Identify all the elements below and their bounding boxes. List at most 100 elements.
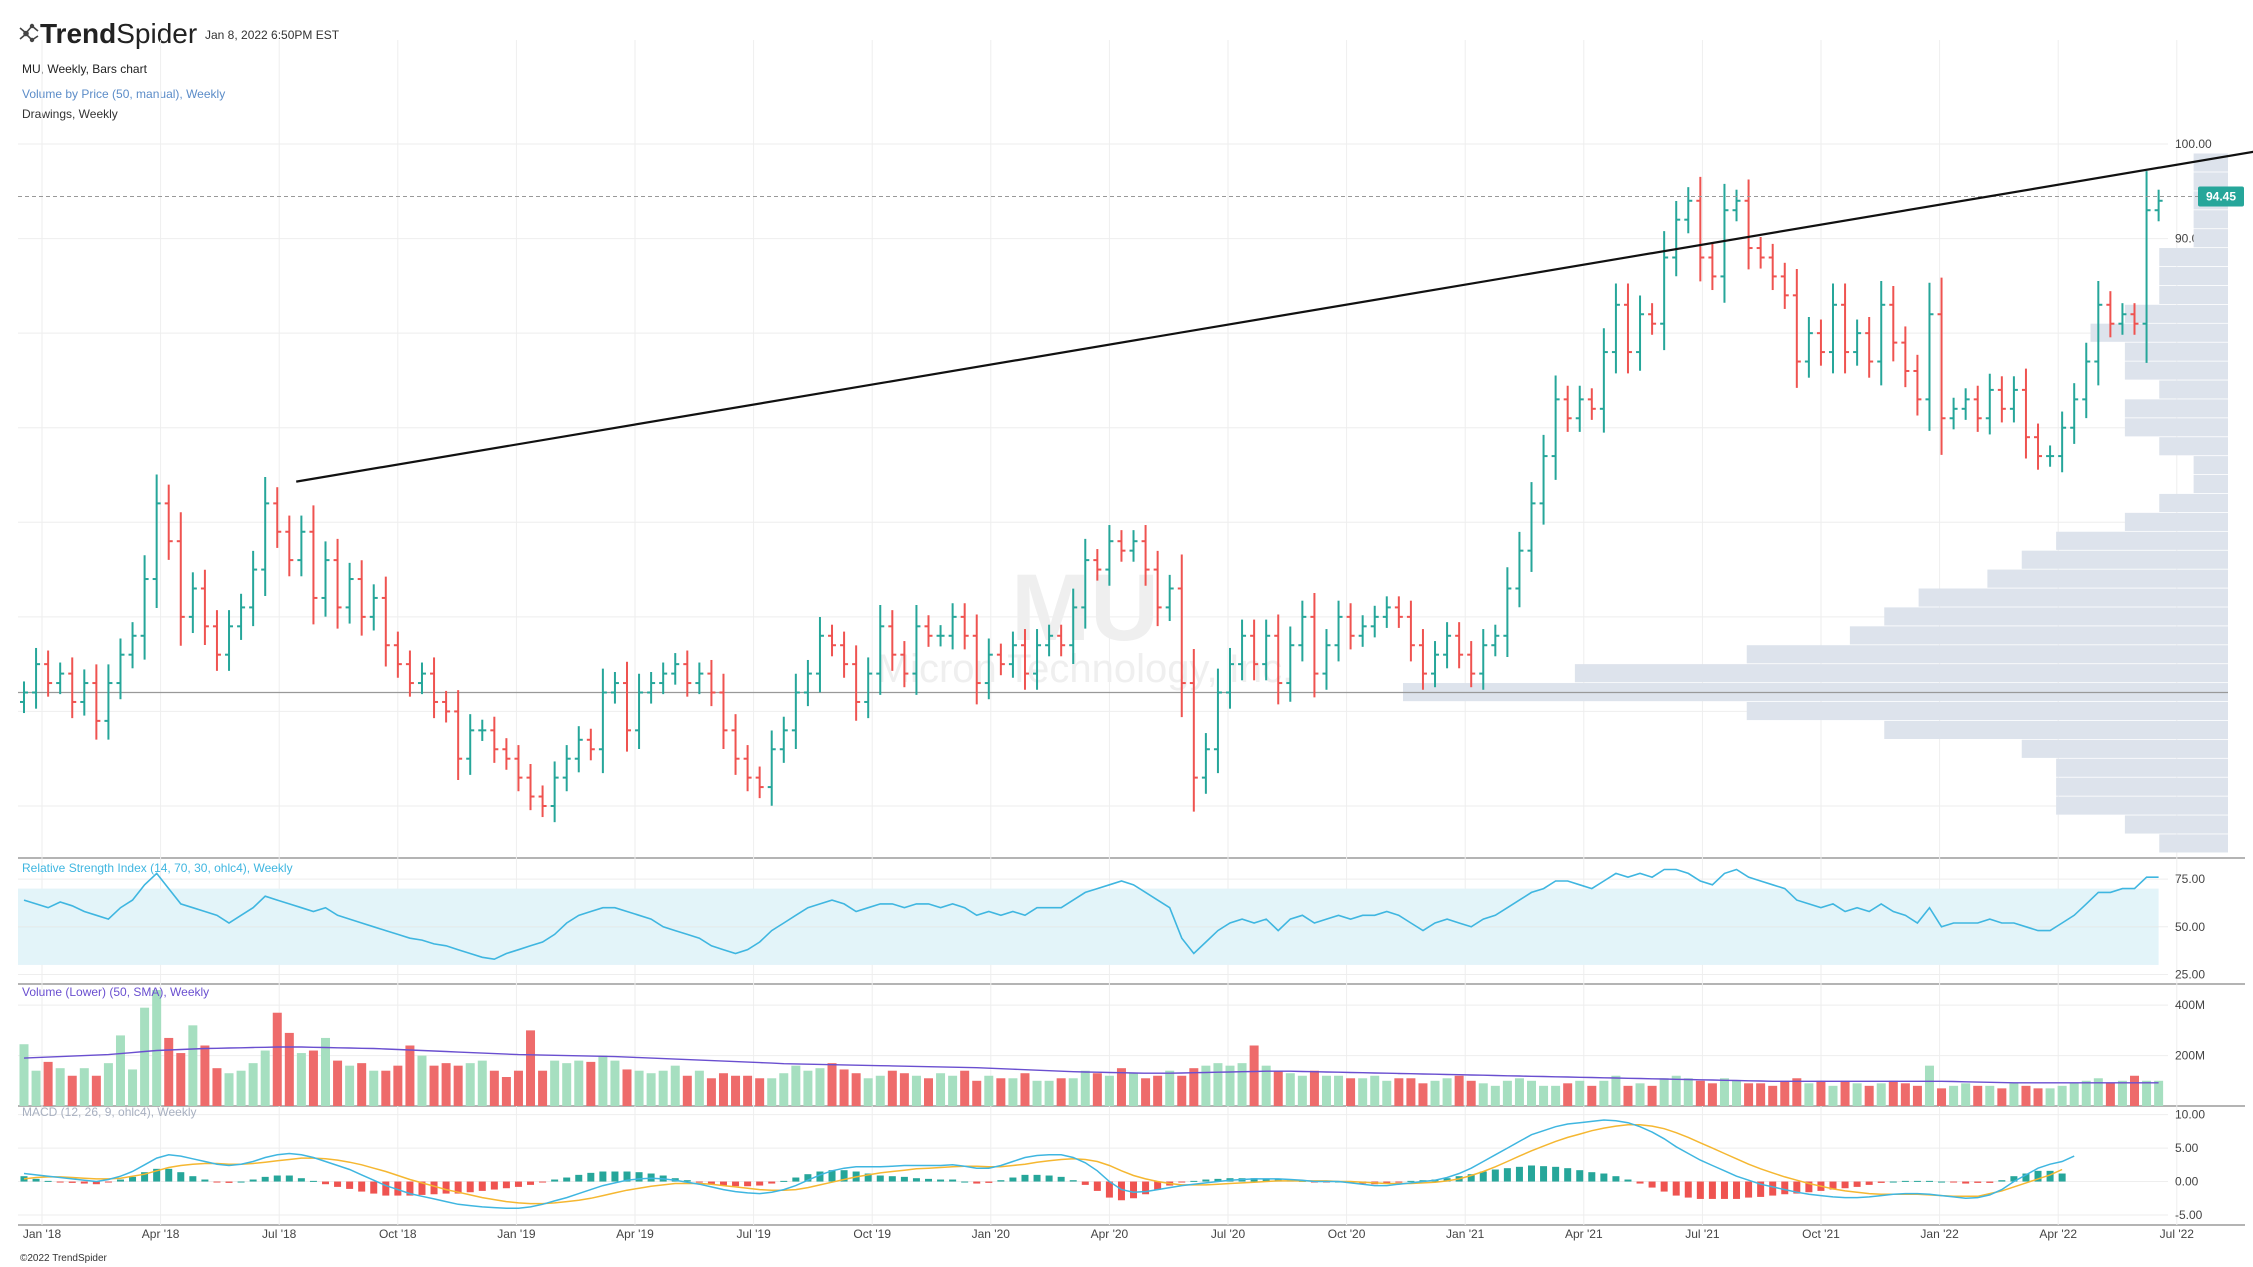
macd-tick-label: 0.00: [2175, 1175, 2199, 1189]
vbp-bar: [2124, 418, 2228, 437]
macd-histogram-bar: [1130, 1181, 1138, 1199]
ohlc-bar: [1997, 376, 2006, 423]
volume-bar: [1768, 1085, 1778, 1106]
ohlc-bar: [249, 550, 258, 627]
volume-bar: [1141, 1078, 1151, 1106]
macd-histogram-bar: [1660, 1181, 1668, 1192]
volume-bar: [1478, 1083, 1488, 1106]
vbp-bar: [2159, 437, 2228, 456]
ohlc-bar: [707, 659, 716, 707]
vbp-bar: [1746, 701, 2228, 721]
macd-histogram-bar: [1889, 1181, 1897, 1183]
x-axis-label: Apr '21: [1565, 1227, 1603, 1241]
macd-histogram-bar: [1841, 1181, 1849, 1189]
ohlc-bar: [1322, 629, 1331, 690]
macd-histogram-bar: [1624, 1179, 1632, 1182]
drawings-line[interactable]: Drawings, Weekly: [22, 107, 118, 121]
ohlc-bar: [1443, 622, 1452, 669]
ohlc-bar: [659, 662, 668, 695]
macd-histogram-bar: [2022, 1173, 2030, 1182]
volume-bar: [863, 1078, 873, 1106]
macd-histogram-bar: [1093, 1181, 1101, 1191]
ohlc-bar: [695, 662, 704, 695]
ohlc-bar: [1177, 554, 1186, 718]
macd-histogram-bar: [1720, 1181, 1728, 1199]
vbp-bar: [2124, 342, 2228, 361]
ohlc-bar: [623, 661, 631, 752]
x-axis-label: Jan '19: [497, 1227, 536, 1241]
volume-bar: [839, 1069, 849, 1106]
volume-bar: [1900, 1083, 1910, 1106]
volume-bar: [1153, 1075, 1163, 1106]
volume-bar: [1092, 1073, 1102, 1106]
ohlc-bar: [2142, 171, 2151, 363]
macd-histogram-bar: [623, 1171, 631, 1182]
ohlc-bar: [1382, 596, 1391, 628]
watermark-name: Micron Technology, Inc.: [877, 647, 1294, 691]
ohlc-bar: [1877, 280, 1886, 386]
macd-histogram-bar: [56, 1181, 64, 1183]
volume-bar: [1599, 1080, 1609, 1106]
volume-bar: [1334, 1075, 1344, 1106]
macd-histogram-bar: [1829, 1181, 1837, 1190]
vbp-bar: [2090, 323, 2228, 342]
volume-bar: [924, 1078, 933, 1106]
volume-bar: [2081, 1080, 2091, 1106]
macd-histogram-bar: [1178, 1181, 1186, 1183]
macd-histogram-bar: [683, 1180, 691, 1182]
ohlc-bar: [417, 662, 426, 695]
ohlc-bar: [1768, 243, 1777, 291]
macd-histogram-bar: [1708, 1181, 1716, 1199]
macd-histogram-bar: [1395, 1181, 1403, 1183]
vbp-bar: [2021, 550, 2228, 569]
ohlc-bar: [1889, 286, 1898, 362]
ohlc-bar: [1623, 283, 1632, 374]
vbp-bar: [2056, 758, 2228, 777]
macd-histogram-bar: [92, 1181, 100, 1185]
volume-bar: [538, 1070, 548, 1106]
volume-bar: [1864, 1085, 1874, 1106]
volume-bar: [1985, 1085, 1995, 1106]
macd-histogram-bar: [937, 1179, 945, 1182]
macd-histogram-bar: [1733, 1181, 1741, 1199]
volume-bar: [1852, 1083, 1862, 1106]
volume-bar: [1551, 1085, 1561, 1106]
ohlc-bar: [1201, 733, 1210, 794]
macd-title: MACD (12, 26, 9, ohlc4), Weekly: [22, 1105, 197, 1119]
ohlc-bar: [1455, 622, 1464, 669]
volume-bar: [417, 1055, 427, 1106]
volume-by-price-line[interactable]: Volume by Price (50, manual), Weekly: [22, 87, 226, 101]
macd-histogram-bar: [406, 1181, 414, 1196]
macd-histogram-bar: [514, 1181, 522, 1187]
ohlc-bar: [490, 716, 499, 763]
volume-bar: [1346, 1078, 1356, 1106]
volume-bar: [1695, 1080, 1705, 1106]
macd-histogram-bar: [1974, 1181, 1982, 1183]
volume-bar: [755, 1078, 765, 1106]
x-axis-label: Oct '21: [1802, 1227, 1840, 1241]
symbol-line[interactable]: MU, Weekly, Bars chart: [22, 62, 147, 76]
macd-histogram-bar: [1913, 1180, 1921, 1182]
volume-bar: [1309, 1070, 1319, 1106]
macd-histogram-bar: [1190, 1180, 1198, 1182]
ohlc-bar: [791, 673, 800, 750]
ohlc-bar: [1069, 588, 1078, 664]
macd-histogram-bar: [719, 1181, 727, 1186]
volume-bar: [779, 1073, 789, 1106]
ohlc-bar: [1213, 668, 1222, 774]
chart-timestamp: Jan 8, 2022 6:50PM EST: [205, 28, 340, 42]
macd-histogram-bar: [237, 1181, 245, 1183]
ohlc-bar: [1611, 283, 1620, 374]
ohlc-bar: [924, 615, 933, 647]
macd-histogram-bar: [1612, 1176, 1620, 1182]
macd-histogram-bar: [80, 1181, 88, 1184]
macd-histogram-bar: [876, 1175, 884, 1182]
volume-bar: [827, 1063, 837, 1106]
ohlc-bar: [1093, 549, 1102, 581]
macd-histogram-bar: [44, 1180, 52, 1182]
ohlc-bar: [514, 745, 523, 792]
ohlc-bar: [538, 785, 547, 818]
macd-histogram-bar: [141, 1172, 149, 1182]
volume-bar: [248, 1063, 258, 1106]
